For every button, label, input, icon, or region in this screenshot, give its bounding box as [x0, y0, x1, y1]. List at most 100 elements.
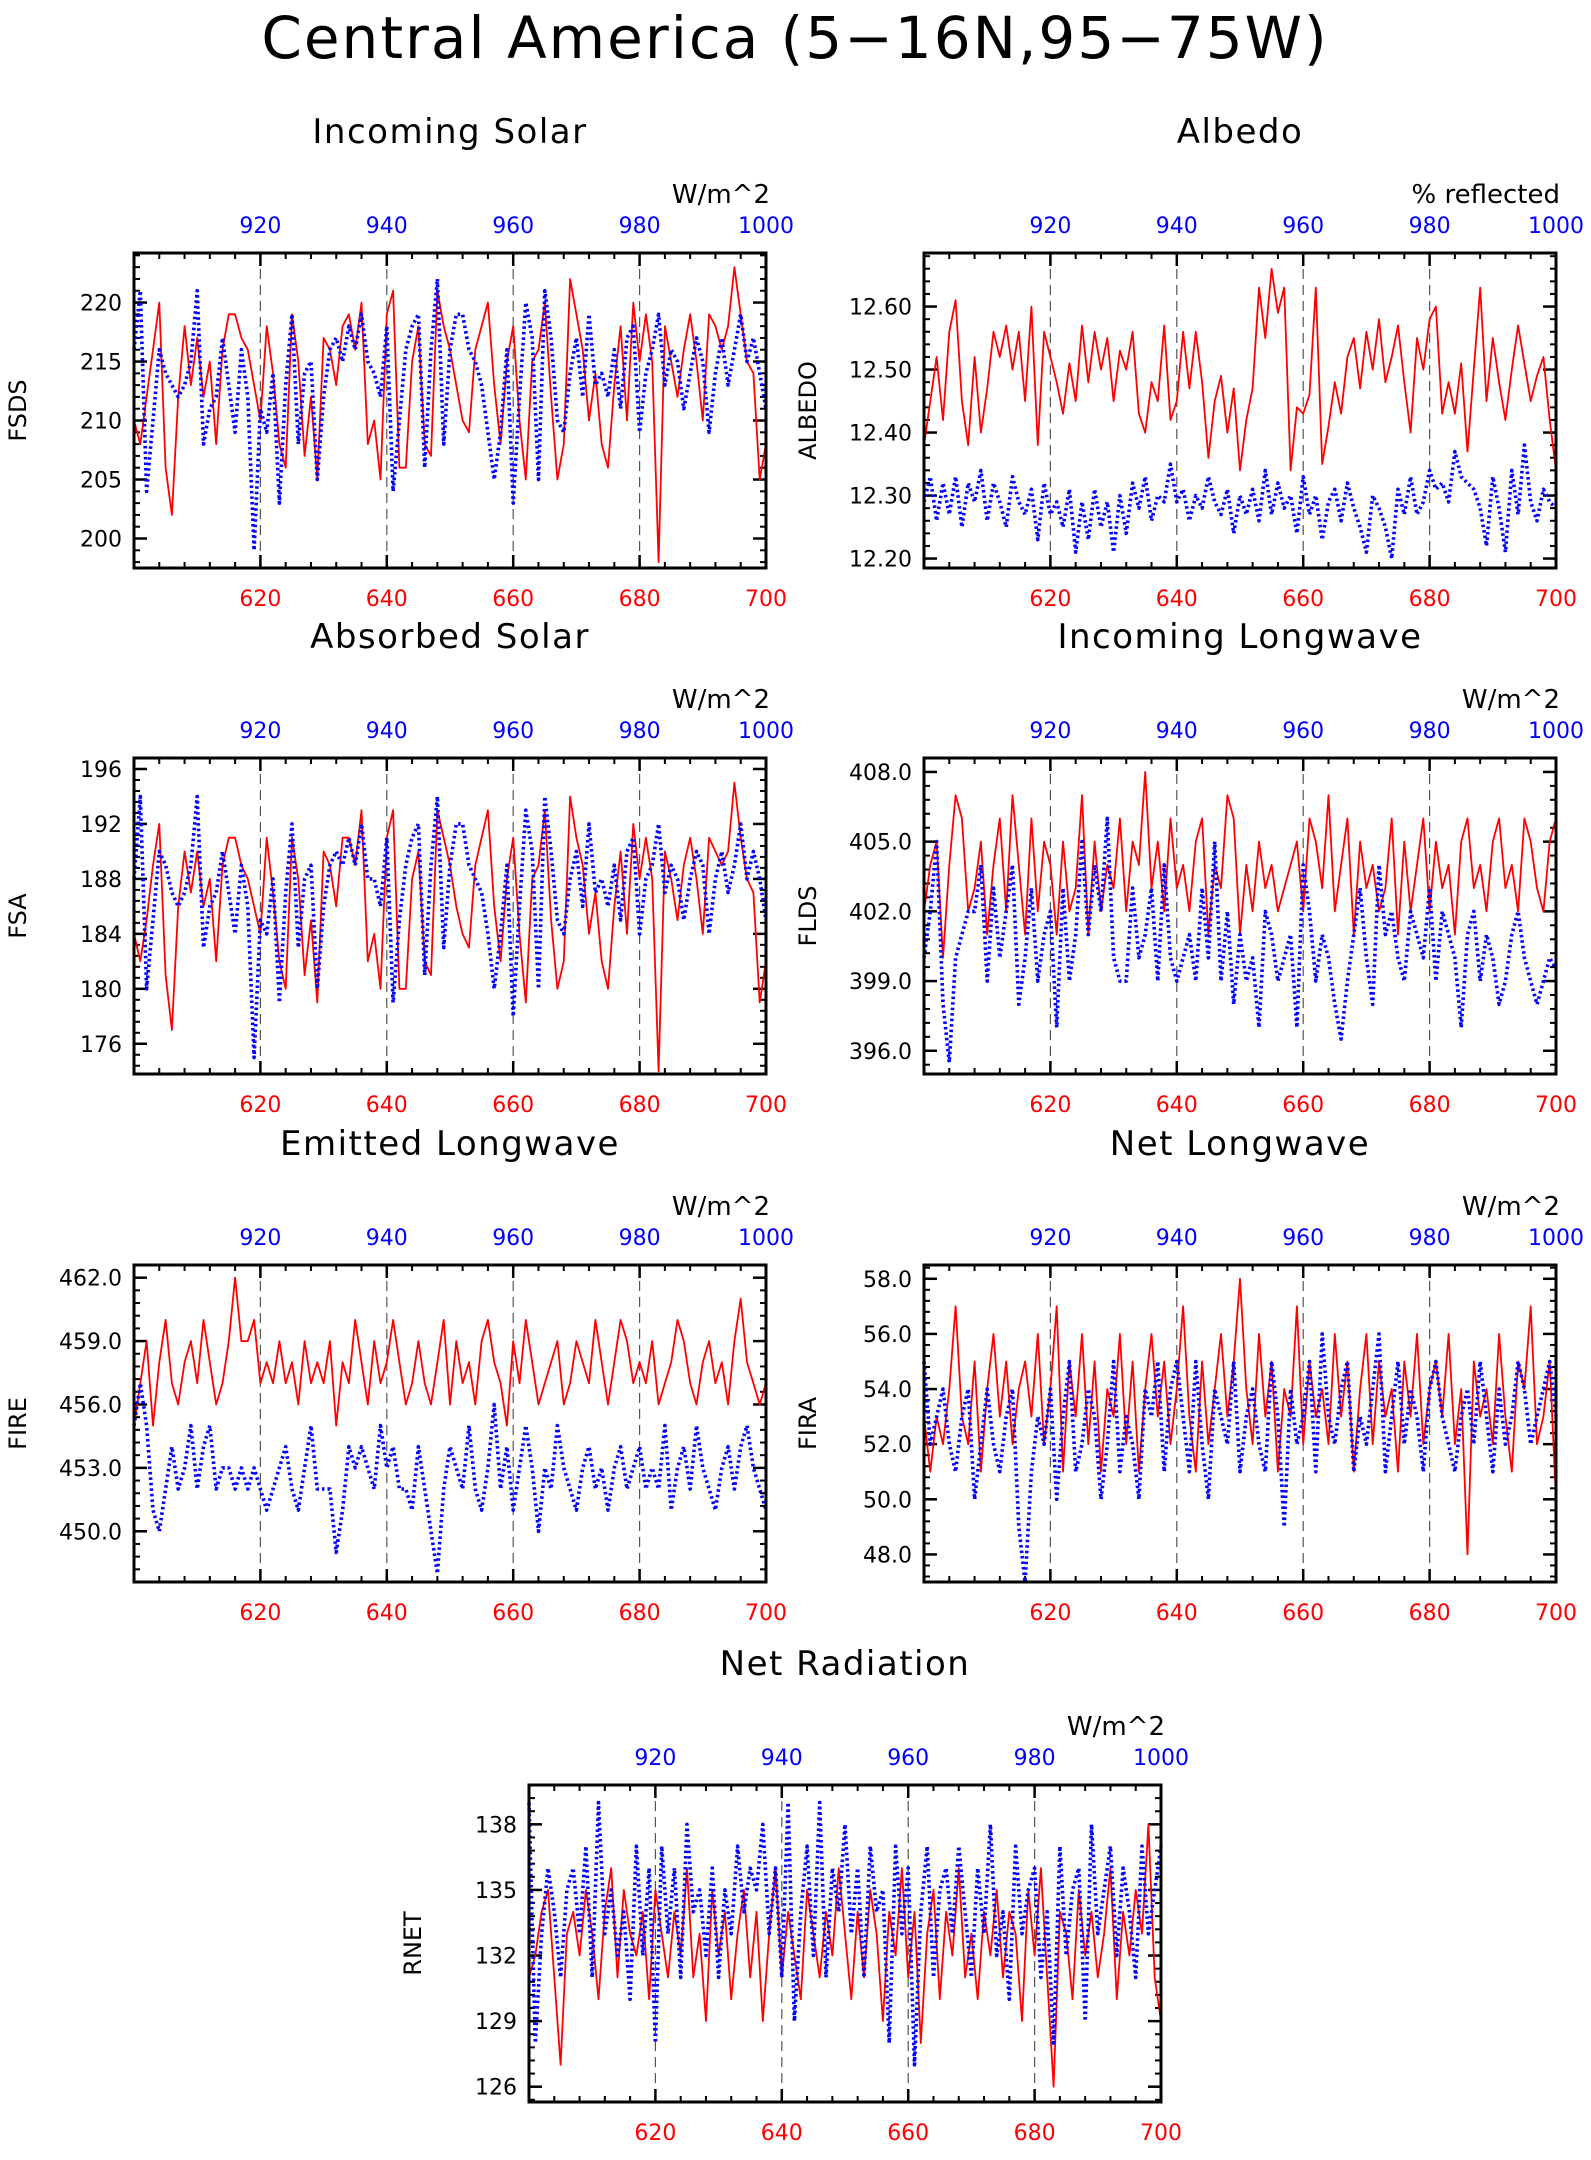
x-top-tick-label: 940	[761, 1746, 803, 1771]
x-bottom-tick-label: 700	[1535, 1601, 1577, 1626]
x-top-tick-label: 920	[239, 719, 281, 744]
panel-title: Net Radiation	[720, 1644, 971, 1684]
x-bottom-tick-label: 640	[1156, 587, 1198, 612]
y-tick-label: 196	[80, 758, 122, 783]
x-bottom-tick-label: 680	[1409, 1601, 1451, 1626]
plot-frame	[922, 756, 1558, 1076]
units-label: % reflected	[1412, 180, 1560, 210]
x-top-tick-label: 940	[1156, 214, 1198, 239]
y-tick-label: 405.0	[849, 831, 912, 856]
x-bottom-tick-label: 700	[1535, 587, 1577, 612]
x-bottom-tick-label: 660	[492, 587, 534, 612]
x-top-tick-label: 1000	[738, 719, 794, 744]
y-axis-label: FLDS	[794, 886, 822, 947]
panel-fire: Emitted Longwave W/m^2 FIRE 450.0 453.0 456.0…	[4, 1124, 794, 1626]
series-line-blue	[132, 794, 768, 1060]
panel-title: Absorbed Solar	[310, 617, 590, 657]
y-axis-label: FIRA	[794, 1396, 822, 1450]
x-top-tick-label: 940	[1156, 719, 1198, 744]
y-tick-label: 12.30	[849, 485, 912, 510]
y-tick-label: 176	[80, 1033, 122, 1058]
y-tick-label: 132	[475, 1945, 517, 1970]
x-top-tick-label: 920	[239, 1226, 281, 1251]
x-top-tick-label: 920	[1029, 214, 1071, 239]
y-tick-label: 138	[475, 1813, 517, 1838]
panel-title: Emitted Longwave	[280, 1124, 620, 1164]
x-bottom-tick-label: 620	[1029, 1093, 1071, 1118]
x-bottom-tick-label: 680	[1014, 2121, 1056, 2146]
panel-fira: Net Longwave W/m^2 FIRA 48.0 50.0 52.0 54.0 56.…	[794, 1124, 1584, 1626]
x-top-tick-label: 960	[492, 214, 534, 239]
x-bottom-tick-label: 660	[1282, 587, 1324, 612]
y-tick-label: 215	[80, 351, 122, 376]
y-tick-label: 192	[80, 813, 122, 838]
x-top-tick-label: 1000	[738, 1226, 794, 1251]
x-bottom-tick-label: 660	[1282, 1093, 1324, 1118]
series-line-red	[528, 1823, 1162, 2088]
y-axis-label: FSA	[4, 893, 32, 939]
series-line-red	[923, 1277, 1557, 1556]
y-tick-label: 450.0	[59, 1520, 122, 1545]
plot-frame	[132, 1263, 768, 1584]
x-top-tick-label: 940	[366, 1226, 408, 1251]
x-bottom-tick-label: 640	[761, 2121, 803, 2146]
x-top-tick-label: 920	[634, 1746, 676, 1771]
y-tick-label: 220	[80, 292, 122, 317]
x-bottom-tick-label: 640	[366, 587, 408, 612]
y-tick-label: 48.0	[863, 1543, 912, 1568]
y-tick-label: 12.40	[849, 422, 912, 447]
x-top-tick-label: 960	[1282, 719, 1324, 744]
y-tick-label: 210	[80, 410, 122, 435]
y-tick-label: 456.0	[59, 1393, 122, 1418]
y-tick-label: 58.0	[863, 1268, 912, 1293]
x-bottom-tick-label: 660	[492, 1093, 534, 1118]
x-bottom-tick-label: 680	[1409, 1093, 1451, 1118]
series-line-blue	[922, 443, 1558, 561]
x-top-tick-label: 1000	[738, 214, 794, 239]
x-bottom-tick-label: 640	[1156, 1601, 1198, 1626]
units-label: W/m^2	[672, 180, 770, 210]
panel-albedo: Albedo % reflected ALBEDO 12.20 12.30 12.40 12…	[794, 112, 1584, 612]
series-line-red	[133, 781, 767, 1073]
y-axis-label: ALBEDO	[794, 361, 822, 460]
x-bottom-tick-label: 700	[745, 587, 787, 612]
x-top-tick-label: 960	[1282, 214, 1324, 239]
x-bottom-tick-label: 620	[239, 1093, 281, 1118]
x-top-tick-label: 960	[1282, 1226, 1324, 1251]
x-top-tick-label: 920	[1029, 719, 1071, 744]
y-tick-label: 50.0	[863, 1488, 912, 1513]
x-top-tick-label: 940	[366, 719, 408, 744]
series-line-blue	[922, 816, 1558, 1065]
x-bottom-tick-label: 700	[745, 1093, 787, 1118]
x-top-tick-label: 980	[619, 719, 661, 744]
y-tick-label: 399.0	[849, 970, 912, 995]
y-tick-label: 56.0	[863, 1323, 912, 1348]
panel-flds: Incoming Longwave W/m^2 FLDS 396.0 399.0 402.…	[794, 617, 1584, 1118]
plot-frame	[527, 1783, 1163, 2104]
y-axis-label: FIRE	[4, 1397, 32, 1450]
x-bottom-tick-label: 640	[366, 1093, 408, 1118]
plot-frame	[132, 756, 768, 1076]
units-label: W/m^2	[1462, 1192, 1560, 1222]
plot-frame	[922, 1263, 1558, 1584]
series-line-red	[133, 1276, 767, 1427]
panel-fsa: Absorbed Solar W/m^2 FSA 176 180 184 188 192 196…	[4, 617, 794, 1118]
y-tick-label: 54.0	[863, 1378, 912, 1403]
series-line-blue	[132, 1381, 768, 1576]
y-tick-label: 12.20	[849, 548, 912, 573]
x-top-tick-label: 980	[1014, 1746, 1056, 1771]
panel-title: Net Longwave	[1110, 1124, 1370, 1164]
y-tick-label: 200	[80, 528, 122, 553]
series-line-blue	[527, 1800, 1163, 2067]
x-top-tick-label: 920	[1029, 1226, 1071, 1251]
x-top-tick-label: 980	[619, 214, 661, 239]
x-top-tick-label: 1000	[1528, 1226, 1584, 1251]
y-tick-label: 408.0	[849, 761, 912, 786]
x-top-tick-label: 980	[619, 1226, 661, 1251]
x-top-tick-label: 960	[492, 1226, 534, 1251]
panel-title: Albedo	[1177, 112, 1304, 152]
x-bottom-tick-label: 620	[1029, 587, 1071, 612]
y-tick-label: 12.50	[849, 359, 912, 384]
panel-fsds: Incoming Solar W/m^2 FSDS 200 205 210 215 220 62…	[4, 112, 794, 612]
